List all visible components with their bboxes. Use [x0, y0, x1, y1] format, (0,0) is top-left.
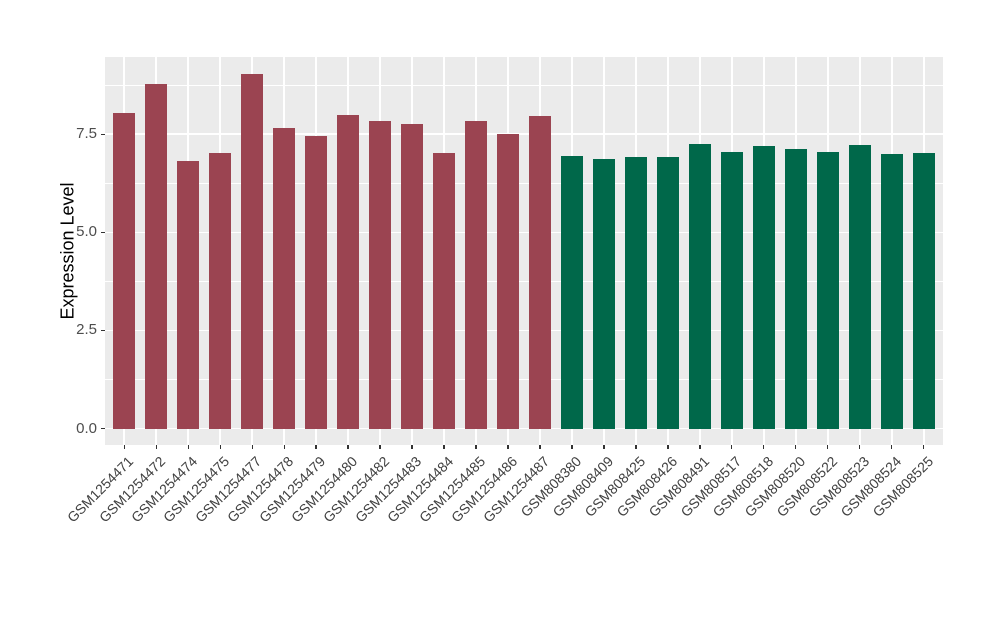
x-axis-tick [187, 445, 189, 449]
x-axis-tick [283, 445, 285, 449]
x-axis-tick [347, 445, 349, 449]
bar-GSM1254471 [112, 113, 136, 429]
x-axis-tick [699, 445, 701, 449]
y-minor-gridline [105, 378, 943, 380]
y-axis-tick [100, 231, 105, 233]
x-axis-tick [507, 445, 509, 449]
y-major-gridline [105, 427, 943, 430]
expression-level-bar-chart: Expression Level 0.0 2.5 5.0 7.5 GSM1254471 G… [57, 57, 943, 525]
x-axis-tick [827, 445, 829, 449]
bar-GSM808523 [848, 144, 872, 429]
x-axis-tick [891, 445, 893, 449]
x-axis-tick [411, 445, 413, 449]
x-axis-tick [155, 445, 157, 449]
x-axis-tick [539, 445, 541, 449]
x-axis-tick [571, 445, 573, 449]
y-minor-gridline [105, 280, 943, 282]
bar-GSM808524 [880, 153, 903, 429]
bar-GSM808409 [592, 159, 616, 429]
bar-GSM808525 [912, 152, 935, 429]
y-minor-gridline [105, 182, 943, 184]
x-axis-tick [123, 445, 125, 449]
bar-GSM1254479 [304, 136, 328, 429]
x-axis-tick [379, 445, 381, 449]
x-axis-tick [475, 445, 477, 449]
y-minor-gridline [105, 84, 943, 86]
y-tick-label: 0.0 [76, 419, 97, 437]
bar-GSM1254484 [432, 152, 456, 429]
bar-GSM1254485 [464, 120, 488, 429]
bar-GSM1254483 [400, 123, 424, 429]
x-axis-tick [763, 445, 765, 449]
y-tick-label: 2.5 [76, 321, 97, 339]
y-axis-tick [100, 329, 105, 332]
x-axis-tick [731, 445, 733, 449]
y-axis-tick [100, 133, 105, 135]
y-tick-label: 5.0 [76, 223, 97, 241]
x-axis-tick [443, 445, 445, 449]
y-major-gridline [105, 231, 943, 234]
bar-GSM808426 [656, 156, 680, 429]
x-axis-tick [795, 445, 797, 449]
y-axis-title: Expression Level [57, 182, 78, 320]
x-axis-tick [667, 445, 669, 449]
bar-GSM1254487 [528, 116, 552, 429]
y-major-gridline [105, 133, 943, 136]
y-major-gridline [105, 329, 943, 332]
x-axis-tick [923, 445, 925, 449]
bar-GSM808380 [560, 155, 584, 429]
bar-GSM808491 [688, 144, 712, 429]
bar-GSM1254486 [496, 134, 520, 429]
x-axis-tick [251, 445, 253, 449]
bar-GSM808425 [624, 157, 648, 429]
bar-GSM1254478 [272, 127, 296, 429]
bar-GSM808518 [752, 145, 776, 429]
bar-GSM1254475 [208, 153, 232, 429]
y-tick-label: 7.5 [76, 125, 97, 143]
bar-GSM1254472 [144, 84, 168, 429]
bar-GSM1254480 [336, 114, 360, 429]
x-axis-tick [219, 445, 221, 449]
x-axis-tick [635, 445, 637, 449]
bar-GSM808520 [784, 149, 808, 429]
bar-GSM1254477 [240, 73, 264, 429]
bar-GSM808522 [816, 152, 840, 429]
x-axis-tick [859, 445, 861, 449]
x-axis-tick [315, 445, 317, 449]
x-axis-tick [603, 445, 605, 449]
y-axis-tick [100, 427, 105, 430]
bar-GSM1254482 [368, 120, 392, 429]
bar-GSM1254474 [176, 160, 200, 429]
bar-GSM808517 [720, 152, 744, 429]
